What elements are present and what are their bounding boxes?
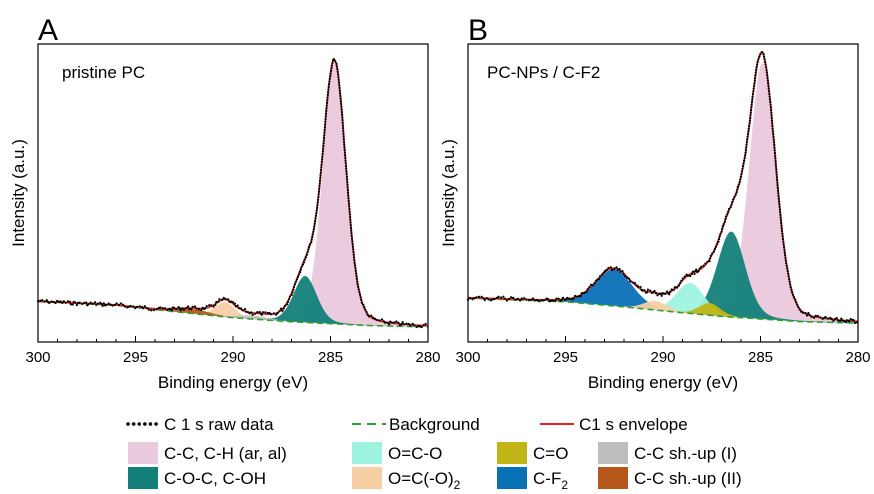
legend-envelope-label: C1 s envelope [579, 415, 688, 434]
legend-item-c-o-c-c-oh: C-O-C, C-OH [128, 467, 266, 489]
panel-a-component-o-c-o-2 [38, 301, 428, 327]
panel-a-envelope-line [37, 58, 429, 327]
panel-a-x-ticks: 300 295 290 285 280 [25, 336, 441, 366]
legend-swatch [352, 467, 382, 489]
legend: C 1 s raw data Background C1 s envelope … [126, 415, 742, 492]
legend-item-o-c-o-2: O=C(-O)2 [352, 467, 461, 492]
legend-swatches: C-C, C-H (ar, al) O=C-O C=O C-C sh.-up (I) C… [128, 442, 742, 492]
legend-background: Background [352, 415, 480, 434]
legend-item-c-c-c-h-ar-al: C-C, C-H (ar, al) [128, 442, 287, 464]
legend-item-c-c-sh-up-i: C-C sh.-up (I) [598, 442, 737, 464]
panel-b-x-ticks: 300 295 290 285 280 [455, 336, 871, 366]
panel-a-tick-label: 290 [220, 349, 245, 366]
legend-item-c-o: C=O [497, 442, 568, 464]
legend-label: C-C, C-H (ar, al) [164, 444, 287, 463]
legend-swatch [128, 442, 158, 464]
legend-label: C-C sh.-up (I) [634, 444, 737, 463]
legend-label: C-O-C, C-OH [164, 469, 266, 488]
panel-b: B PC-NPs / C-F2 300 295 290 285 280 Binding … [439, 14, 871, 392]
legend-swatch [352, 442, 382, 464]
legend-item-o-c-o: O=C-O [352, 442, 442, 464]
panel-b-component-c-c-c-h-ar-al [468, 62, 858, 324]
panel-a-plot [36, 55, 430, 329]
panel-a: A pristine PC 300 295 290 285 280 Binding en… [9, 14, 441, 392]
panel-b-tick-label: 295 [553, 349, 578, 366]
panel-a-annotation: pristine PC [62, 63, 145, 82]
panel-b-tick-label: 285 [748, 349, 773, 366]
panel-a-frame [37, 43, 429, 343]
panel-b-background-line [467, 297, 859, 324]
legend-label: O=C-O [388, 444, 442, 463]
panel-a-xlabel: Binding energy (eV) [158, 373, 308, 392]
panel-b-raw-data [466, 50, 860, 325]
legend-swatch [497, 467, 527, 489]
panel-b-frame [467, 43, 859, 343]
legend-item-c-c-sh-up-ii: C-C sh.-up (II) [598, 467, 742, 489]
panel-b-annotation: PC-NPs / C-F2 [487, 63, 600, 82]
panel-a-tick-label: 285 [318, 349, 343, 366]
legend-background-label: Background [389, 415, 480, 434]
legend-swatch [598, 467, 628, 489]
legend-raw-data-label: C 1 s raw data [164, 415, 274, 434]
legend-raw-data: C 1 s raw data [126, 415, 274, 434]
legend-label: O=C(-O)2 [388, 469, 461, 492]
panel-a-ylabel: Intensity (a.u.) [9, 139, 28, 247]
legend-label: C-C sh.-up (II) [634, 469, 742, 488]
panel-a-tick-label: 300 [25, 349, 50, 366]
legend-label-subscript: 2 [454, 478, 461, 492]
panel-b-letter: B [468, 14, 488, 47]
panel-b-plot [466, 50, 860, 325]
panel-a-component-c-c-c-h-ar-al [38, 62, 428, 327]
panel-b-xlabel: Binding energy (eV) [588, 373, 738, 392]
panel-b-tick-label: 300 [455, 349, 480, 366]
panel-b-tick-label: 280 [845, 349, 870, 366]
panel-a-tick-label: 295 [123, 349, 148, 366]
legend-swatch [497, 442, 527, 464]
panel-b-envelope-line [467, 51, 859, 323]
panel-b-ylabel: Intensity (a.u.) [439, 139, 458, 247]
panel-a-tick-label: 280 [415, 349, 440, 366]
legend-swatch [598, 442, 628, 464]
legend-item-c-f2: C-F2 [497, 467, 568, 492]
legend-label-subscript: 2 [561, 478, 568, 492]
panel-b-tick-label: 290 [650, 349, 675, 366]
legend-label: C-F2 [533, 469, 568, 492]
panel-a-raw-data [36, 55, 430, 329]
legend-swatch [128, 467, 158, 489]
legend-label: C=O [533, 444, 568, 463]
panel-a-letter: A [38, 14, 58, 47]
legend-envelope: C1 s envelope [540, 415, 688, 434]
